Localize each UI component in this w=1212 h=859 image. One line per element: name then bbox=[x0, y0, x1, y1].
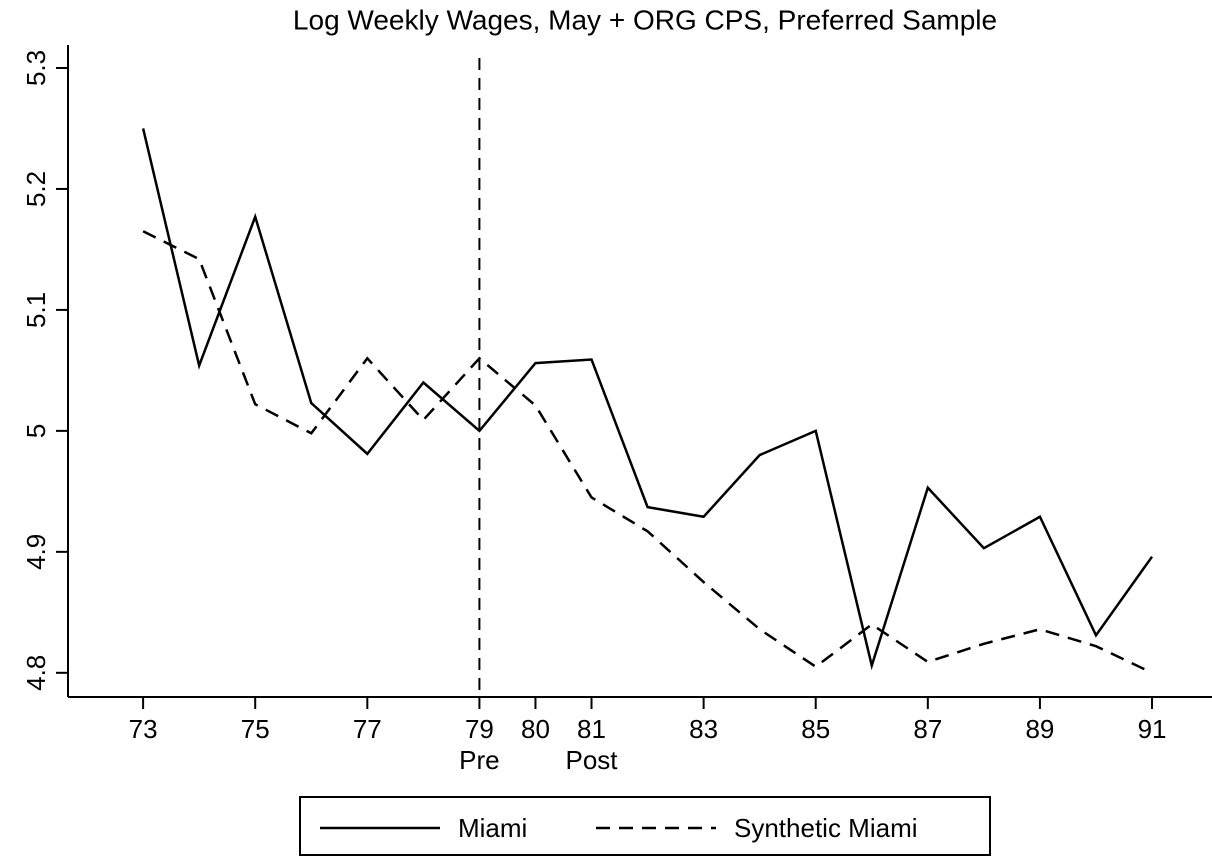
x-tick-label: 89 bbox=[1025, 714, 1054, 744]
legend-label: Miami bbox=[458, 813, 527, 843]
x-tick-label: 80 bbox=[521, 714, 550, 744]
annotation: Post bbox=[566, 745, 619, 775]
x-tick-label: 81 bbox=[577, 714, 606, 744]
x-tick-label: 75 bbox=[241, 714, 270, 744]
y-tick-label: 5.1 bbox=[21, 292, 51, 328]
y-tick-label: 4.9 bbox=[21, 534, 51, 570]
legend-label: Synthetic Miami bbox=[734, 813, 918, 843]
series-line bbox=[142, 230, 1153, 674]
x-tick-label: 87 bbox=[913, 714, 942, 744]
y-tick-label: 5.3 bbox=[21, 50, 51, 86]
x-tick-label: 73 bbox=[129, 714, 158, 744]
x-tick-label: 77 bbox=[353, 714, 382, 744]
x-tick-label: 79 bbox=[465, 714, 494, 744]
x-tick-label: 85 bbox=[801, 714, 830, 744]
y-tick-label: 4.8 bbox=[21, 655, 51, 691]
y-tick-label: 5.2 bbox=[21, 171, 51, 207]
y-tick-label: 5 bbox=[21, 424, 51, 438]
chart-title: Log Weekly Wages, May + ORG CPS, Preferr… bbox=[293, 4, 997, 35]
series-line bbox=[141, 128, 1154, 671]
x-tick-label: 83 bbox=[689, 714, 718, 744]
legend-box bbox=[299, 796, 991, 856]
x-tick-label: 91 bbox=[1138, 714, 1167, 744]
annotation: Pre bbox=[459, 745, 499, 775]
